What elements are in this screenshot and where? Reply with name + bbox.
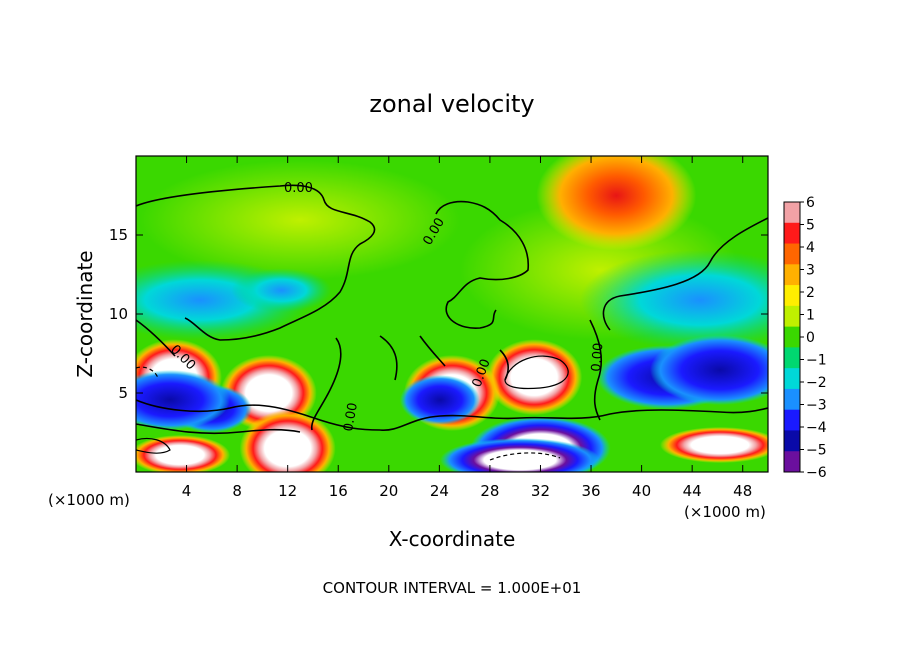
colorbar: 6 5 4 3 2 1 0 −1 −2 −3 −4 −5 −6 xyxy=(783,195,827,481)
colorbar-swatch xyxy=(784,388,800,411)
green-field-patch xyxy=(140,160,460,280)
field-feature xyxy=(239,410,336,472)
blue-band xyxy=(400,375,480,425)
x-tick-label: 20 xyxy=(379,482,398,500)
velocity-field: 0.00 0.00 0.00 0.00 0.00 0.00 xyxy=(136,156,768,472)
colorbar-swatch xyxy=(784,347,800,369)
contour-label: 0.00 xyxy=(589,342,606,372)
colorbar-tick-label: −4 xyxy=(806,420,827,436)
x-tick-label: 28 xyxy=(480,482,499,500)
colorbar-tick-label: −5 xyxy=(806,443,827,459)
x-tick-label: 24 xyxy=(430,482,449,500)
y-tick-label: 10 xyxy=(109,305,128,323)
x-tick-label: 32 xyxy=(531,482,550,500)
colorbar-swatch xyxy=(784,222,800,245)
field-feature xyxy=(536,156,697,251)
chart-title: zonal velocity xyxy=(369,90,534,118)
x-tick-label: 12 xyxy=(278,482,297,500)
x-tick-label: 40 xyxy=(632,482,651,500)
inner-contours xyxy=(136,355,569,461)
x-tick-label: 44 xyxy=(683,482,702,500)
field-feature xyxy=(486,339,583,416)
x-tick-label: 16 xyxy=(329,482,348,500)
hot-band xyxy=(136,435,230,472)
blue-band xyxy=(136,370,230,430)
colorbar-swatch xyxy=(784,451,800,473)
zero-contours xyxy=(136,184,768,435)
colorbar-swatch xyxy=(784,202,800,224)
colorbar-tick-label: 6 xyxy=(806,195,815,211)
x-tick-label: 4 xyxy=(182,482,192,500)
colorbar-swatch xyxy=(784,409,800,431)
colorbar-tick-label: 3 xyxy=(806,263,815,279)
y-tick-label: 15 xyxy=(109,226,128,244)
hot-band xyxy=(660,427,768,463)
contour-label: 0.00 xyxy=(284,181,313,196)
cyan-field-patch xyxy=(580,250,768,350)
colorbar-swatch xyxy=(784,305,800,328)
colorbar-swatch xyxy=(784,264,800,286)
blue-band xyxy=(650,335,768,405)
colorbar-swatch xyxy=(784,326,800,348)
colorbar-tick-label: 1 xyxy=(806,308,815,324)
colorbar-tick-label: −3 xyxy=(806,398,827,414)
cold-band xyxy=(440,438,600,472)
colorbar-swatch xyxy=(784,285,800,307)
colorbar-tick-label: 5 xyxy=(806,218,815,234)
x-axis: 4 8 12 16 20 24 28 32 36 40 44 48 xyxy=(182,156,752,500)
y-axis-label: Z-coordinate xyxy=(73,250,97,377)
colorbar-tick-label: −1 xyxy=(806,353,827,369)
colorbar-tick-label: −6 xyxy=(806,465,827,481)
x-tick-label: 36 xyxy=(581,482,600,500)
colorbar-tick-label: −2 xyxy=(806,375,827,391)
y-tick-label: 5 xyxy=(118,384,128,402)
x-tick-label: 48 xyxy=(733,482,752,500)
colorbar-swatch xyxy=(784,243,800,265)
colorbar-tick-label: 2 xyxy=(806,285,815,301)
contour-interval-text: CONTOUR INTERVAL = 1.000E+01 xyxy=(323,579,582,597)
colorbar-swatch xyxy=(784,430,800,452)
colorbar-swatch xyxy=(784,368,800,390)
x-axis-label: X-coordinate xyxy=(389,527,516,551)
x-tick-label: 8 xyxy=(232,482,242,500)
colorbar-tick-label: 4 xyxy=(806,240,815,256)
field-feature xyxy=(231,268,332,313)
colorbar-tick-label: 0 xyxy=(806,330,815,346)
x-unit-label-right: (×1000 m) xyxy=(684,503,766,521)
x-unit-label: (×1000 m) xyxy=(48,491,130,509)
contour-label: 0.00 xyxy=(341,402,361,433)
y-axis: 5 10 15 xyxy=(109,226,768,402)
